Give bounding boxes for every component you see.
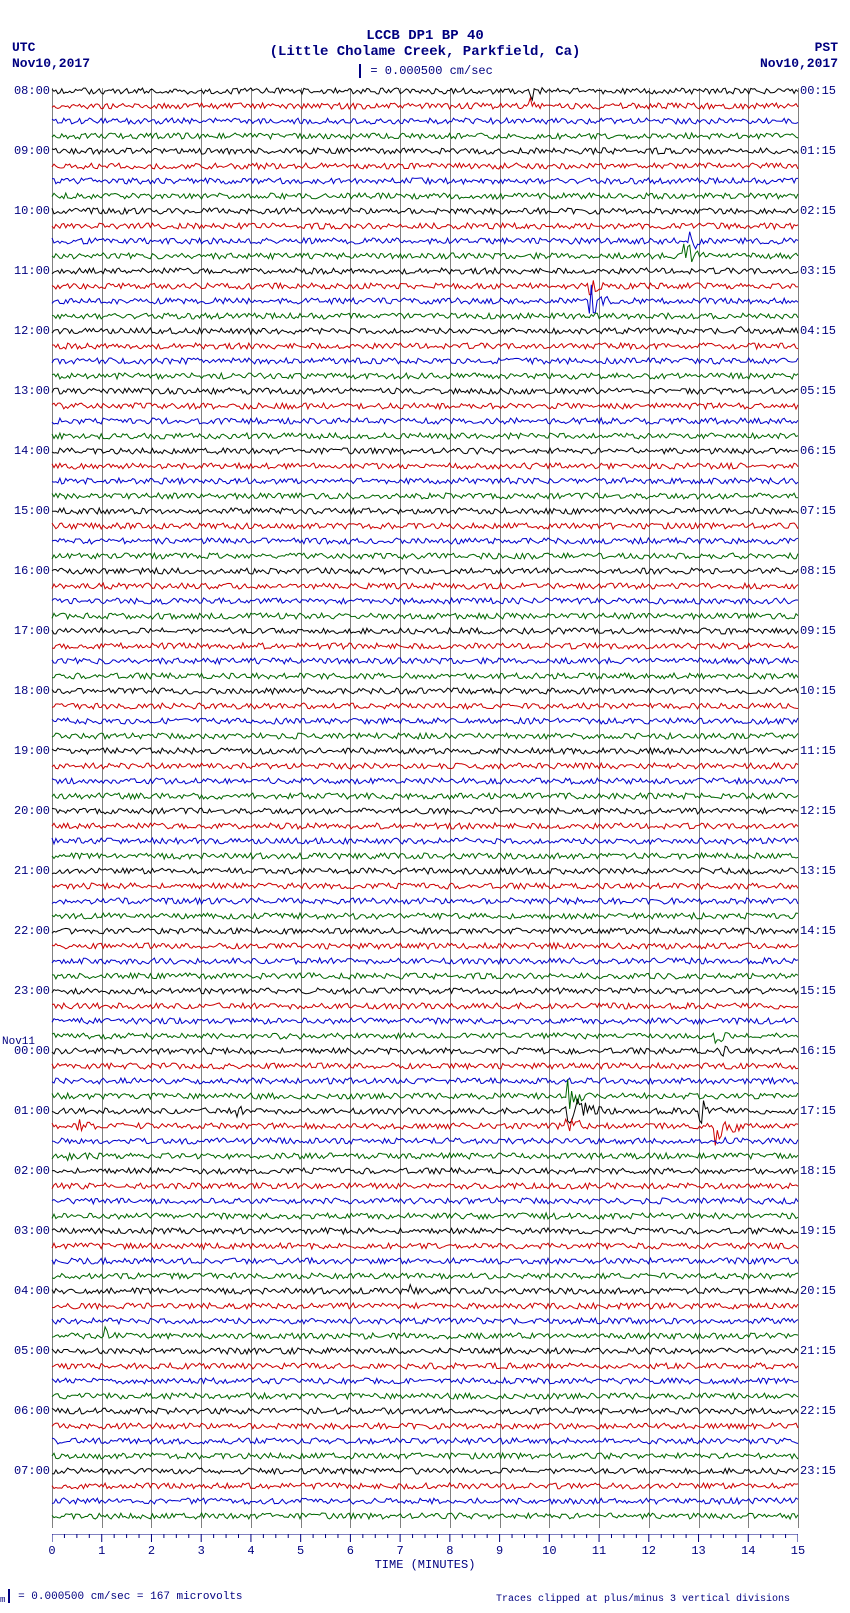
- hour-label-right: 21:15: [800, 1344, 848, 1358]
- hour-label-right: 03:15: [800, 264, 848, 278]
- hour-label-left: 05:00: [2, 1344, 50, 1358]
- hour-label-right: 19:15: [800, 1224, 848, 1238]
- hour-label-left: 17:00: [2, 624, 50, 638]
- hour-label-right: 09:15: [800, 624, 848, 638]
- scale-bar-icon: [8, 1589, 10, 1603]
- hour-label-right: 14:15: [800, 924, 848, 938]
- hour-label-left: 01:00: [2, 1104, 50, 1118]
- hour-label-left: 03:00: [2, 1224, 50, 1238]
- hour-label-left: 07:00: [2, 1464, 50, 1478]
- hour-label-right: 22:15: [800, 1404, 848, 1418]
- hour-label-right: 17:15: [800, 1104, 848, 1118]
- hour-label-right: 04:15: [800, 324, 848, 338]
- hour-label-left: 22:00: [2, 924, 50, 938]
- hour-label-left: 13:00: [2, 384, 50, 398]
- hour-label-left: 16:00: [2, 564, 50, 578]
- x-tick-label: 8: [446, 1544, 453, 1558]
- hour-label-right: 23:15: [800, 1464, 848, 1478]
- plot-area: 08:0009:0010:0011:0012:0013:0014:0015:00…: [52, 88, 798, 1528]
- x-tick-label: 1: [98, 1544, 105, 1558]
- x-axis-title: TIME (MINUTES): [375, 1558, 476, 1572]
- hour-label-right: 08:15: [800, 564, 848, 578]
- hour-label-right: 00:15: [800, 84, 848, 98]
- x-tick-label: 7: [397, 1544, 404, 1558]
- hour-label-left: 21:00: [2, 864, 50, 878]
- timezone-left: UTC: [12, 40, 35, 55]
- hour-label-right: 11:15: [800, 744, 848, 758]
- hour-label-right: 05:15: [800, 384, 848, 398]
- hour-label-right: 15:15: [800, 984, 848, 998]
- hour-label-right: 13:15: [800, 864, 848, 878]
- x-tick-label: 2: [148, 1544, 155, 1558]
- hour-label-left: 10:00: [2, 204, 50, 218]
- x-tick-label: 3: [198, 1544, 205, 1558]
- hour-label-right: 02:15: [800, 204, 848, 218]
- hour-label-left: 19:00: [2, 744, 50, 758]
- hour-label-left: 06:00: [2, 1404, 50, 1418]
- timezone-right: PST: [815, 40, 838, 55]
- hour-label-right: 18:15: [800, 1164, 848, 1178]
- x-tick-label: 4: [247, 1544, 254, 1558]
- x-tick-label: 9: [496, 1544, 503, 1558]
- hour-label-right: 07:15: [800, 504, 848, 518]
- hour-label-left: 11:00: [2, 264, 50, 278]
- x-axis-ticks: [52, 1534, 798, 1554]
- hour-label-left: 00:00: [2, 1044, 50, 1058]
- hour-label-right: 01:15: [800, 144, 848, 158]
- x-tick-label: 12: [642, 1544, 656, 1558]
- hour-label-left: 12:00: [2, 324, 50, 338]
- hour-label-left: 20:00: [2, 804, 50, 818]
- station-title: LCCB DP1 BP 40: [0, 28, 850, 44]
- hour-label-left: 09:00: [2, 144, 50, 158]
- hour-label-left: 15:00: [2, 504, 50, 518]
- x-tick-label: 15: [791, 1544, 805, 1558]
- hour-label-right: 12:15: [800, 804, 848, 818]
- seismogram-container: UTC PST Nov10,2017 Nov10,2017 LCCB DP1 B…: [0, 0, 850, 1613]
- hour-label-right: 16:15: [800, 1044, 848, 1058]
- x-tick-label: 14: [741, 1544, 755, 1558]
- hour-label-left: 08:00: [2, 84, 50, 98]
- hour-label-left: 18:00: [2, 684, 50, 698]
- x-tick-label: 0: [48, 1544, 55, 1558]
- x-tick-label: 10: [542, 1544, 556, 1558]
- footer-clip-note: Traces clipped at plus/minus 3 vertical …: [496, 1594, 790, 1605]
- hour-label-right: 20:15: [800, 1284, 848, 1298]
- x-tick-label: 5: [297, 1544, 304, 1558]
- hour-label-left: 02:00: [2, 1164, 50, 1178]
- grid-line: [798, 88, 799, 1528]
- x-tick-label: 11: [592, 1544, 606, 1558]
- hour-label-right: 10:15: [800, 684, 848, 698]
- x-tick-label: 6: [347, 1544, 354, 1558]
- footer-scale: m = 0.000500 cm/sec = 167 microvolts: [0, 1589, 243, 1605]
- hour-label-left: 14:00: [2, 444, 50, 458]
- x-tick-label: 13: [691, 1544, 705, 1558]
- hour-label-right: 06:15: [800, 444, 848, 458]
- hour-label-left: 04:00: [2, 1284, 50, 1298]
- hour-label-left: 23:00: [2, 984, 50, 998]
